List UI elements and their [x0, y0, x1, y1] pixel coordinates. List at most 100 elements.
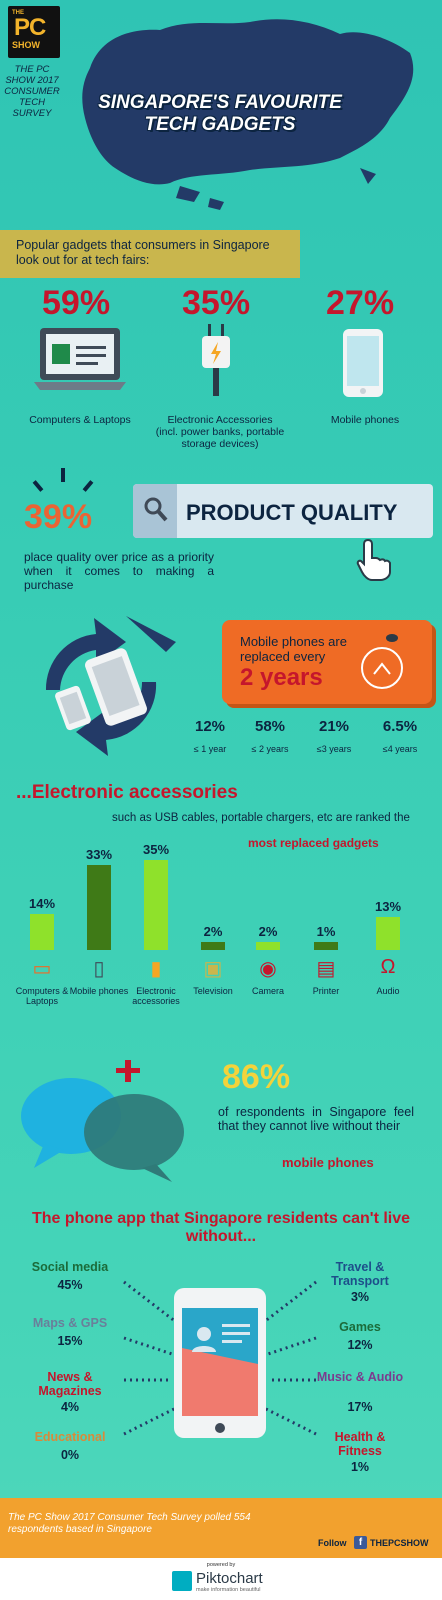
phone-app-icon: [174, 1288, 266, 1438]
app-right-name-1: Games: [339, 1320, 381, 1334]
app-right-value-2: 17%: [347, 1400, 373, 1414]
label-accessories: Electronic Accessories: [167, 414, 273, 426]
rep-label-2: ≤ 2 years: [251, 744, 289, 754]
pc-show-logo: [8, 6, 60, 58]
piktochart-brand: Piktochart: [196, 1570, 263, 1587]
rep-value-1: 12%: [194, 718, 226, 735]
bar-category-3: Television: [193, 986, 233, 996]
app-left-value-1: 15%: [57, 1334, 83, 1348]
recycle-phones-icon: [45, 616, 176, 756]
rep-value-2: 58%: [254, 718, 286, 735]
title-line-1: SINGAPORE'S FAVOURITE: [98, 92, 342, 113]
monitor-icon: ▭: [32, 958, 52, 980]
bar-value-3: 2%: [203, 924, 223, 939]
title-line-2: TECH GADGETS: [144, 114, 296, 135]
bar-value-5: 1%: [316, 924, 336, 939]
dotted-connectors: [123, 1280, 317, 1436]
social-handle[interactable]: THEPCSHOW: [370, 1538, 429, 1548]
footer-band: [0, 1498, 442, 1558]
survey-note: THE PC SHOW 2017 CONSUMER TECH SURVEY: [4, 64, 60, 119]
footer-text: The PC Show 2017 Consumer Tech Survey po…: [8, 1512, 251, 1535]
bar-value-1: 33%: [85, 847, 113, 863]
app-left-value-0: 45%: [57, 1278, 83, 1292]
phone-icon: ▯: [93, 958, 105, 980]
bar-1: [87, 865, 111, 950]
cant-live-text: of respondents in Singapore feel that th…: [218, 1105, 414, 1133]
app-right-name-0: Travel & Transport: [331, 1260, 389, 1288]
app-left-name-0: Social media: [31, 1260, 109, 1274]
bar-5: [314, 942, 338, 950]
bar-3: [201, 942, 225, 950]
bar-category-0: Computers & Laptops: [15, 986, 69, 1006]
app-left-name-3: Educational: [34, 1430, 106, 1444]
app-left-name-1: Maps & GPS: [32, 1316, 108, 1330]
logo-pc: PC: [14, 14, 46, 41]
bar-category-5: Printer: [312, 986, 340, 996]
bar-value-4: 2%: [258, 924, 278, 939]
headphones-icon: Ω: [380, 956, 396, 978]
bar-0: [30, 914, 54, 950]
pct-laptops: 59%: [42, 284, 111, 322]
rep-label-3: ≤3 years: [316, 744, 352, 754]
logo-show: SHOW: [12, 40, 40, 50]
rep-value-4: 6.5%: [382, 718, 418, 735]
replacement-years: 2 years: [240, 664, 323, 691]
quality-text: place quality over price as a priority w…: [24, 550, 214, 592]
emphasis-lines-icon: [32, 468, 94, 492]
piktochart-band: [0, 1558, 442, 1600]
bar-category-1: Mobile phones: [69, 986, 129, 996]
usb-icon: ▮: [150, 958, 162, 980]
pct-quality: 39%: [24, 498, 93, 536]
cant-live-bold: mobile phones: [282, 1155, 374, 1170]
intro-text: Popular gadgets that consumers in Singap…: [16, 238, 270, 267]
app-right-value-0: 3%: [350, 1290, 370, 1304]
singapore-map-icon: [82, 19, 414, 210]
search-icon-box: [133, 484, 177, 538]
accessories-sub: such as USB cables, portable chargers, e…: [112, 812, 410, 824]
accessories-title: ...Electronic accessories: [16, 782, 238, 803]
app-right-name-3: Health & Fitness: [334, 1430, 386, 1458]
pct-cant-live: 86%: [222, 1058, 291, 1096]
plug-icon: [202, 324, 230, 396]
label-phones: Mobile phones: [330, 414, 400, 426]
refresh-icon: [361, 634, 403, 689]
speech-bubbles-icon: [21, 1060, 184, 1182]
main-title: SINGAPORE'S FAVOURITE TECH GADGETS: [70, 92, 370, 136]
search-bar: [133, 484, 433, 538]
facebook-icon[interactable]: f: [354, 1536, 367, 1549]
app-right-value-1: 12%: [347, 1338, 373, 1352]
bar-category-6: Audio: [376, 986, 400, 996]
replacement-card: [222, 620, 432, 704]
hand-cursor-icon: [356, 538, 391, 581]
mobile-phone-icon: [343, 329, 383, 397]
laptop-icon: [34, 328, 126, 390]
rep-label-4: ≤4 years: [382, 744, 418, 754]
pct-phones: 27%: [326, 284, 395, 322]
camera-icon: ◉: [259, 958, 277, 980]
label-accessories-sub: (incl. power banks, portable storage dev…: [155, 426, 285, 450]
bar-6: [376, 916, 400, 950]
piktochart-logo-icon: [172, 1571, 192, 1591]
pct-accessories: 35%: [182, 284, 251, 322]
follow-label: Follow: [318, 1538, 347, 1548]
search-icon: [144, 497, 168, 522]
rep-value-3: 21%: [318, 718, 350, 735]
app-right-value-3: 1%: [350, 1460, 370, 1474]
bar-category-2: Electronic accessories: [132, 986, 180, 1006]
app-right-name-2: Music & Audio: [316, 1370, 404, 1384]
bar-4: [256, 942, 280, 950]
bar-value-0: 14%: [28, 896, 56, 911]
bar-value-2: 35%: [142, 842, 170, 857]
rep-label-1: ≤ 1 year: [193, 744, 227, 754]
search-text: PRODUCT QUALITY: [186, 500, 398, 525]
apps-title: The phone app that Singapore residents c…: [31, 1210, 411, 1245]
piktochart-tagline: make information beautiful: [196, 1587, 261, 1593]
logo-the: THE: [12, 10, 24, 16]
label-laptops: Computers & Laptops: [29, 414, 131, 426]
app-left-value-2: 4%: [60, 1400, 80, 1414]
accessories-sub-bold: most replaced gadgets: [248, 836, 379, 850]
app-left-name-2: News & Magazines: [38, 1370, 102, 1398]
replacement-text: Mobile phones are replaced every: [240, 634, 347, 664]
bar-category-4: Camera: [251, 986, 284, 996]
app-left-value-3: 0%: [60, 1448, 80, 1462]
